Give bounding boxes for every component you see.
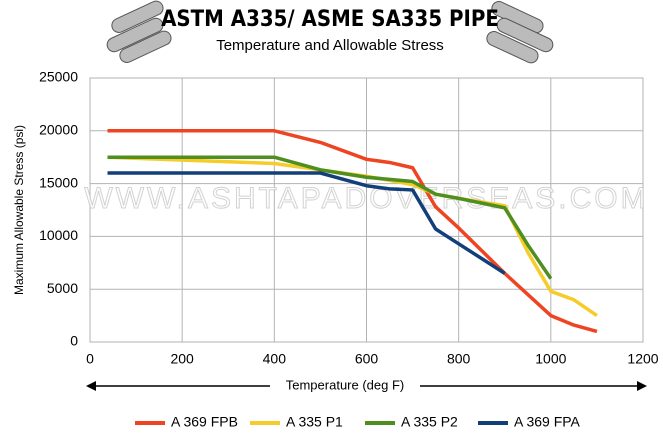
x-tick-label: 600 [355, 351, 379, 367]
y-tick-label: 0 [70, 333, 78, 349]
x-tick-label: 1200 [627, 351, 658, 367]
chart-subtitle: Temperature and Allowable Stress [216, 37, 444, 54]
label-bg [270, 377, 420, 395]
legend-label: A 335 P1 [286, 414, 343, 430]
arrow-head [637, 381, 647, 391]
arrow-head [86, 381, 96, 391]
x-tick-label: 800 [447, 351, 471, 367]
y-tick-label: 25000 [39, 69, 78, 85]
x-tick-label: 0 [86, 351, 94, 367]
legend-label: A 369 FPB [171, 414, 238, 430]
series-line [107, 171, 506, 275]
chart-title: ASTM A335/ ASME SA335 PIPE [161, 7, 499, 32]
watermark: WWW.ASHTAPADOVERSEAS.COM [84, 182, 648, 215]
pipe-icon-right [486, 1, 554, 64]
series-line [107, 155, 553, 280]
legend-label: A 335 P2 [401, 414, 458, 430]
pipe-icon-left [106, 0, 172, 63]
y-tick-label: 10000 [39, 227, 78, 243]
x-tick-label: 200 [170, 351, 194, 367]
y-tick-label: 20000 [39, 122, 78, 138]
y-tick-label: 15000 [39, 174, 78, 190]
x-axis-title: Temperature (deg F) [286, 377, 405, 392]
y-axis-title: Maximum Allowable Stress (psi) [12, 125, 26, 295]
x-tick-label: 400 [263, 351, 287, 367]
y-tick-label: 5000 [47, 280, 78, 296]
x-tick-label: 1000 [535, 351, 566, 367]
legend-label: A 369 FPA [514, 414, 581, 430]
